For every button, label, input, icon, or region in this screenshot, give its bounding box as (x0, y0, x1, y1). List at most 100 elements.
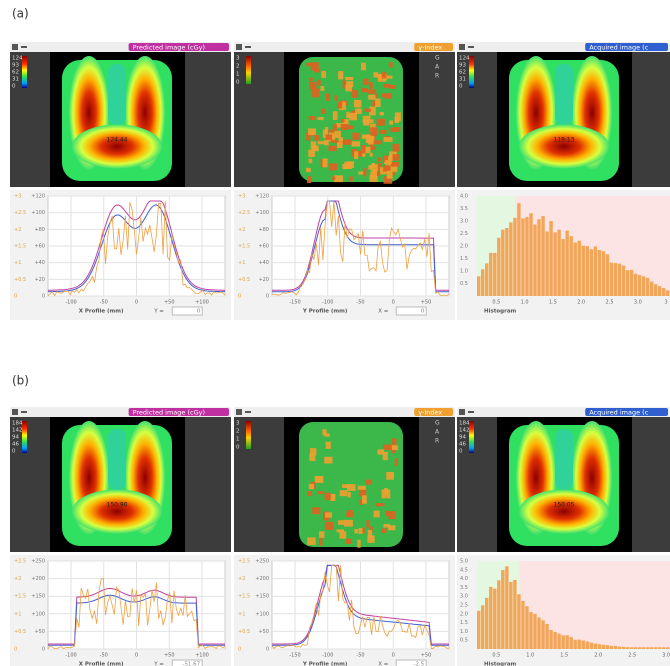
gamma-fail (333, 124, 337, 131)
gamma-fail (384, 488, 388, 495)
gamma-fail (374, 511, 380, 518)
hist-bar (650, 282, 653, 296)
hist-bar (537, 617, 540, 649)
hist-bar (541, 620, 544, 649)
hist-bar (634, 274, 637, 296)
hist-bar (533, 225, 536, 296)
gamma-fail (319, 531, 324, 538)
gamma-fail (393, 144, 400, 152)
hist-bar (590, 643, 593, 649)
gamma-fail (346, 539, 352, 544)
hist-bar (521, 601, 524, 649)
y2-tick-label: +1.5 (238, 244, 250, 250)
gamma-fail (332, 176, 335, 180)
gamma-fail (377, 119, 385, 126)
hist-bar (525, 217, 528, 296)
x-tick-label: +50 (421, 653, 432, 659)
tool-icon (12, 409, 18, 415)
gamma-fail (326, 93, 330, 101)
x-tick-label: +50 (164, 653, 175, 659)
gamma-fail (370, 153, 373, 157)
hist-bar (618, 647, 621, 649)
hist-bar (485, 263, 488, 296)
gamma-fail (337, 142, 343, 148)
screenshot: (a)Predicted image (cGy)1249362310124.44… (0, 0, 670, 666)
gamma-fail (378, 157, 381, 161)
colorbar-label: 0 (12, 84, 16, 90)
image-tag-text: Acquired image (c (589, 44, 649, 52)
y2-tick-label: +2.5 (238, 559, 250, 565)
colorbar-label: 31 (459, 77, 466, 83)
gamma-fail (368, 89, 376, 93)
hist-bar (569, 637, 572, 649)
dose-readout: 150.05 (554, 501, 575, 508)
x-tick-label: 0.5 (492, 300, 500, 306)
gamma-fail (381, 528, 387, 533)
gamma-fail (376, 503, 385, 506)
x-tick-label: 2.0 (577, 300, 585, 306)
y2-tick-label: +2 (14, 576, 21, 582)
gamma-fail (307, 537, 315, 545)
coord-value: 0 (197, 309, 201, 315)
gamma-fail (309, 454, 315, 461)
gamma-fail (308, 128, 316, 135)
gamma-fail (336, 529, 343, 532)
dose-core (72, 490, 162, 534)
gamma-fail (359, 528, 363, 534)
y-tick-label: +120 (255, 194, 269, 200)
hist-bar (590, 249, 593, 296)
y2-tick-label: 0 (14, 294, 17, 300)
gamma-fail (361, 88, 367, 93)
hist-bar (626, 270, 629, 296)
hist-bar (553, 232, 556, 296)
colorbar-label: 62 (459, 70, 466, 76)
colorbar-label: 93 (459, 63, 466, 69)
gamma-fail (386, 76, 392, 79)
gamma-fail (385, 511, 389, 516)
gamma-fail (346, 125, 353, 129)
hist-bar (622, 266, 625, 296)
dose-gap (108, 429, 126, 490)
gamma-fail (368, 95, 375, 100)
y-tick-label: 2.5 (460, 603, 468, 609)
x-tick-label: 3.0 (662, 653, 670, 659)
tool-icon (459, 44, 465, 50)
y-tick-label: +150 (255, 594, 269, 600)
hist-bar (666, 290, 669, 296)
hist-bar (505, 566, 508, 649)
y-tick-label: 3.5 (460, 585, 468, 591)
gamma-fail (363, 168, 366, 176)
colorbar-label: 31 (12, 77, 19, 83)
y-tick-label: +40 (34, 260, 45, 266)
y-tick-label: 5.0 (460, 559, 468, 565)
tool-icon (236, 44, 242, 50)
y2-tick-label: 0 (14, 647, 17, 653)
gamma-fail (349, 176, 352, 181)
x-tick-label: 0 (135, 653, 138, 659)
y-tick-label: +120 (31, 194, 45, 200)
gamma-fail (366, 480, 372, 485)
colorbar (22, 421, 27, 453)
gamma-fail (335, 95, 338, 100)
y2-tick-label: +3 (238, 194, 245, 200)
y-tick-label: 4.0 (460, 576, 468, 582)
y2-tick-label: 0 (238, 647, 241, 653)
colorbar-label: 0 (236, 80, 240, 86)
tool-icon (468, 46, 474, 48)
gamma-fail (361, 63, 366, 71)
figure-label: (a) (12, 7, 29, 21)
gamma-fail (390, 128, 397, 132)
gamma-fail (328, 146, 336, 151)
hist-bar (561, 239, 564, 296)
gamma-fail (344, 520, 353, 527)
hist-bar (557, 634, 560, 649)
gamma-fail (312, 88, 320, 97)
tool-icon (468, 411, 474, 413)
gamma-fail (309, 484, 314, 489)
gamma-fail (306, 168, 311, 172)
y2-tick-label: +0.5 (14, 277, 26, 283)
gamma-fail (326, 442, 331, 449)
gamma-fail (375, 99, 380, 107)
hist-bar (549, 630, 552, 649)
colorbar-label: 142 (459, 428, 470, 434)
